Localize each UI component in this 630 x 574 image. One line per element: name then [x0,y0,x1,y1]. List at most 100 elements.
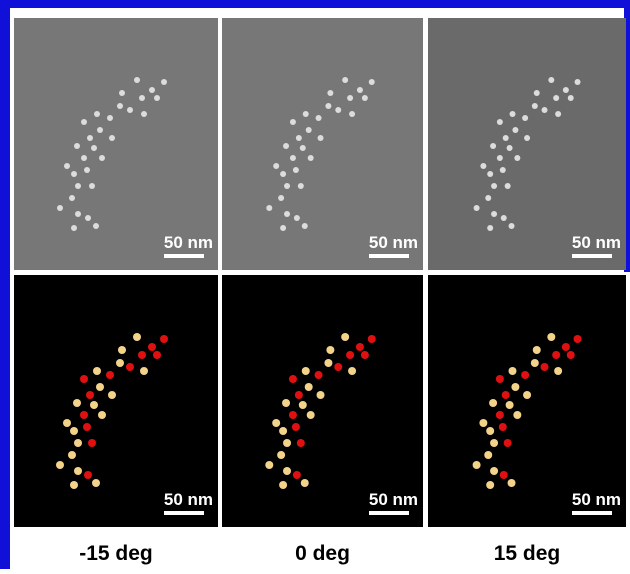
particle-model [108,391,116,399]
particle-model [490,467,498,475]
particle [283,143,289,149]
particle-model [295,391,303,399]
particle [542,107,548,113]
particle [491,211,497,217]
particle-model [567,351,575,359]
particle [284,211,290,217]
particle-model [307,411,315,419]
particle-model [496,375,504,383]
particle [347,95,353,101]
page: 50 nm50 nm-15 deg50 nm50 nm0 deg50 nm50 … [0,0,630,569]
angle-label: 0 deg [295,542,350,565]
scale-bar [164,254,204,258]
particle-model [531,359,539,367]
particle-model [98,411,106,419]
particle-model [86,391,94,399]
particle [284,183,290,189]
particle [119,90,125,96]
particle-model [521,371,529,379]
particle [74,143,80,149]
particle-model [356,343,364,351]
particle-model [489,399,497,407]
particle-model [283,467,291,475]
scale-bar [369,511,409,515]
particle-model [486,427,494,435]
particle-model [126,363,134,371]
particle-model [473,461,481,469]
particle-model [153,351,161,359]
scale-bar [572,254,612,258]
particle [514,155,520,161]
particle [81,119,87,125]
particle [280,225,286,231]
scale-label: 50 nm [572,233,621,252]
particle [134,77,140,83]
angle-label: -15 deg [79,542,153,565]
particle [303,111,309,117]
particle [524,135,530,141]
particle-model [513,411,521,419]
particle [302,223,308,229]
particle-model [63,419,71,427]
particle [563,87,569,93]
particle [362,95,368,101]
particle [349,111,355,117]
particle-model [70,427,78,435]
particle-model [554,367,562,375]
particle [575,79,581,85]
particle [474,205,480,211]
particle [507,145,513,151]
particle-model [70,481,78,489]
angle-label: 15 deg [494,542,561,565]
particle-model [496,411,504,419]
particle [548,77,554,83]
particle [84,167,90,173]
particle-model [508,479,516,487]
sem-panel: 50 nm [14,18,218,270]
particle [141,111,147,117]
particle-model [315,371,323,379]
particle [501,215,507,221]
particle [64,163,70,169]
particle [154,95,160,101]
particle-model [346,351,354,359]
particle-model [279,427,287,435]
particle-model [293,471,301,479]
particle [497,155,503,161]
particle [117,103,123,109]
particle [91,145,97,151]
particle [555,111,561,117]
particle [99,155,105,161]
particle-model [348,367,356,375]
particle [69,195,75,201]
particle-model [523,391,531,399]
particle [308,155,314,161]
model-panel: 50 nm [428,275,626,527]
particle-model [292,423,300,431]
particle [510,111,516,117]
figure: 50 nm50 nm-15 deg50 nm50 nm0 deg50 nm50 … [0,0,630,569]
particle [87,135,93,141]
particle [357,87,363,93]
particle [369,79,375,85]
particle [94,111,100,117]
particle-model [317,391,325,399]
particle-model [160,335,168,343]
particle-model [80,375,88,383]
particle-model [74,467,82,475]
particle [490,143,496,149]
particle [296,135,302,141]
sem-panel: 50 nm [222,18,423,270]
particle-model [282,399,290,407]
particle-model [297,439,305,447]
particle-model [92,479,100,487]
particle [487,225,493,231]
particle [534,90,540,96]
particle-model [506,401,514,409]
particle-model [56,461,64,469]
particle-model [74,439,82,447]
particle-model [90,401,98,409]
particle [75,211,81,217]
scale-bar [164,511,204,515]
particle-model [479,419,487,427]
